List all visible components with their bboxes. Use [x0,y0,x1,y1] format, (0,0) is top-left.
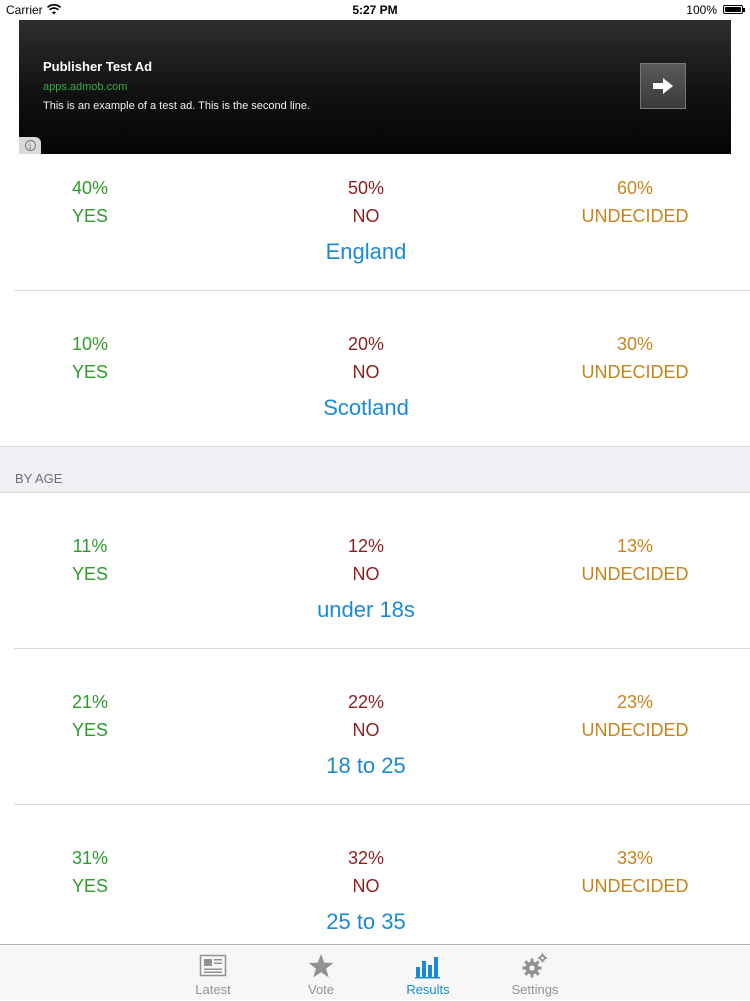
newspaper-icon [199,954,227,977]
tab-label: Vote [307,982,335,997]
ad-banner[interactable]: Publisher Test Ad apps.admob.com This is… [19,20,731,154]
info-icon: i [24,140,36,151]
no-percent: 50% [347,178,385,198]
bar-chart-icon [415,957,440,979]
row-divider [14,648,750,649]
tab-latest[interactable]: Latest [168,945,258,1001]
tab-results[interactable]: Results [383,945,473,1001]
undecided-percent: 23% [616,692,654,712]
carrier-label: Carrier [6,3,43,17]
no-label: NO [352,564,380,584]
tab-label: Settings [511,982,559,997]
no-percent: 12% [347,536,385,556]
clock: 5:27 PM [352,3,398,17]
undecided-percent: 33% [616,848,654,868]
ad-info-button[interactable]: i [19,137,41,154]
arrow-right-icon [653,78,673,94]
no-percent: 22% [347,692,385,712]
wifi-icon [47,4,61,15]
age-group-name: 18 to 25 [326,753,406,778]
row-divider [14,804,750,805]
yes-percent: 40% [71,178,109,198]
ad-description: This is an example of a test ad. This is… [43,100,310,112]
yes-label: YES [71,206,109,226]
section-header-label: BY AGE [15,471,63,486]
no-label: NO [352,206,380,226]
ad-open-button[interactable] [640,63,686,109]
no-label: NO [352,362,380,382]
tab-label: Latest [195,982,231,997]
result-row-under-18s[interactable]: 11% 12% 13% YES NO UNDECIDED under 18s [0,493,750,648]
battery-percent: 100% [686,3,717,17]
undecided-percent: 13% [616,536,654,556]
tab-bar: Latest Vote Results [0,944,750,1000]
age-group-name: under 18s [317,597,415,622]
yes-percent: 10% [71,334,109,354]
tab-settings[interactable]: Settings [490,945,580,1001]
undecided-label: UNDECIDED [581,720,689,740]
region-name: England [325,239,407,264]
yes-label: YES [71,362,109,382]
no-label: NO [352,876,380,896]
status-bar: Carrier 5:27 PM 100% [0,0,750,20]
no-percent: 20% [347,334,385,354]
ad-url[interactable]: apps.admob.com [43,81,128,93]
yes-label: YES [71,876,109,896]
result-row-england[interactable]: 40% 50% 60% YES NO UNDECIDED England [0,154,750,291]
section-header-by-age: BY AGE [0,446,750,493]
undecided-label: UNDECIDED [581,564,689,584]
result-row-scotland[interactable]: 10% 20% 30% YES NO UNDECIDED Scotland [0,291,750,446]
undecided-label: UNDECIDED [581,206,689,226]
region-name: Scotland [323,395,409,420]
undecided-label: UNDECIDED [581,876,689,896]
yes-label: YES [71,720,109,740]
ad-title: Publisher Test Ad [43,59,153,74]
tab-label: Results [406,982,450,997]
yes-label: YES [71,564,109,584]
no-label: NO [352,720,380,740]
result-row-25-to-35[interactable]: 31% 32% 33% YES NO UNDECIDED 25 to 35 [0,805,750,944]
undecided-label: UNDECIDED [581,362,689,382]
result-row-18-to-25[interactable]: 21% 22% 23% YES NO UNDECIDED 18 to 25 [0,649,750,804]
battery-icon [723,5,745,14]
yes-percent: 21% [71,692,109,712]
yes-percent: 11% [72,536,108,556]
undecided-percent: 30% [616,334,654,354]
star-icon [308,954,334,978]
tab-vote[interactable]: Vote [276,945,366,1001]
undecided-percent: 60% [616,178,654,198]
gear-icon [522,953,547,978]
row-divider [14,290,750,291]
yes-percent: 31% [71,848,109,868]
no-percent: 32% [347,848,385,868]
age-group-name: 25 to 35 [326,909,406,934]
